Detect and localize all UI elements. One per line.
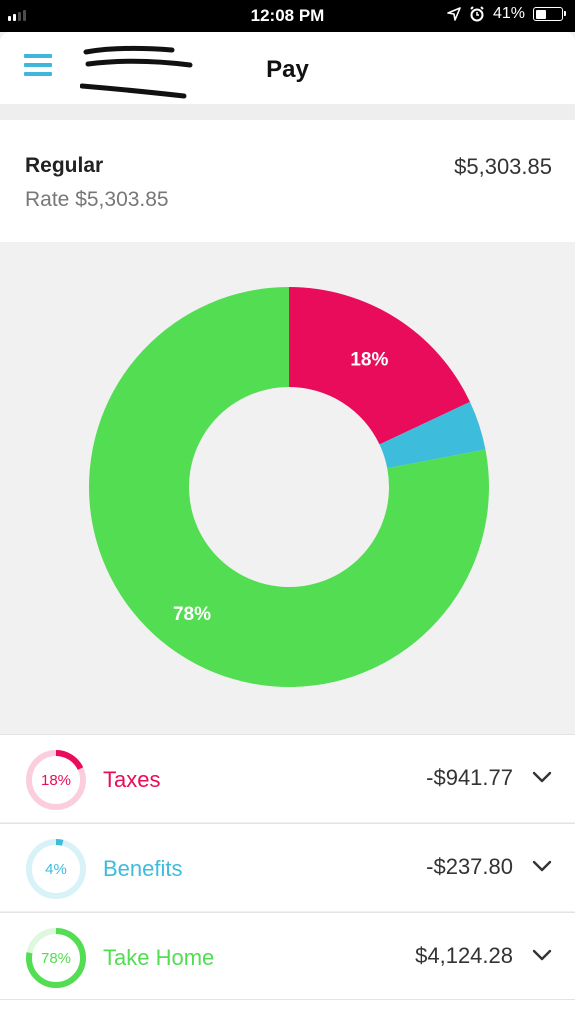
regular-amount: $5,303.85	[454, 154, 552, 179]
donut-slice-taxes	[289, 287, 470, 445]
taxes-amount: -$941.77	[426, 765, 513, 790]
chevron-down-icon[interactable]	[531, 858, 553, 874]
pay-breakdown-chart: 18% 78%	[0, 242, 575, 734]
donut-slice-take-home	[89, 287, 490, 687]
benefits-label: Benefits	[103, 856, 183, 881]
next-row-edge	[0, 999, 575, 1024]
page-title: Pay	[266, 56, 309, 83]
redaction-scribble	[80, 45, 193, 99]
cellular-signal-icon	[8, 10, 26, 21]
status-time: 12:08 PM	[250, 6, 325, 25]
location-arrow-icon	[447, 7, 461, 21]
regular-pay-card: Regular Rate $5,303.85 $5,303.85	[0, 120, 575, 242]
benefits-amount: -$237.80	[426, 854, 513, 879]
regular-label: Regular	[25, 154, 104, 177]
hamburger-menu-icon[interactable]	[24, 54, 52, 80]
alarm-clock-icon	[470, 6, 484, 22]
ring-percent-label: 18%	[41, 772, 71, 789]
nav-header: Pay	[0, 32, 575, 104]
donut-label-taxes: 18%	[350, 349, 388, 370]
taxes-progress-ring: 18%	[26, 750, 86, 810]
ring-percent-label: 4%	[45, 861, 67, 878]
regular-rate: Rate $5,303.85	[25, 188, 169, 211]
donut-label-take-home: 78%	[173, 604, 211, 625]
battery-icon	[533, 7, 566, 21]
chevron-down-icon[interactable]	[531, 769, 553, 785]
section-divider	[0, 104, 575, 120]
chevron-down-icon[interactable]	[531, 947, 553, 963]
ring-fill	[26, 839, 86, 899]
donut-slice-benefits	[379, 401, 486, 469]
status-bar: 12:08 PM 41%	[0, 0, 575, 32]
ring-percent-label: 78%	[41, 950, 71, 967]
ring-fill	[26, 928, 86, 988]
take-home-progress-ring: 78%	[26, 928, 86, 988]
take-home-label: Take Home	[103, 945, 215, 970]
donut-chart: 18% 78%	[89, 287, 490, 687]
benefits-progress-ring: 4%	[26, 839, 86, 899]
take-home-amount: $4,124.28	[415, 943, 513, 968]
battery-percent: 41%	[492, 5, 525, 22]
breakdown-row-benefits[interactable]: 4% Benefits -$237.80	[0, 823, 575, 911]
taxes-label: Taxes	[103, 767, 161, 792]
breakdown-row-taxes[interactable]: 18% Taxes -$941.77	[0, 734, 575, 822]
breakdown-row-take-home[interactable]: 78% Take Home $4,124.28	[0, 912, 575, 1000]
ring-fill	[26, 750, 86, 810]
